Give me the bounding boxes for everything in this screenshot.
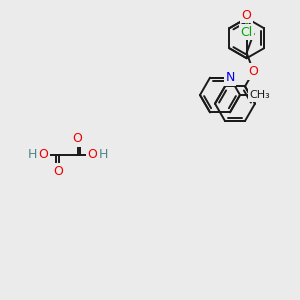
Text: N: N: [225, 71, 235, 84]
Text: O: O: [73, 132, 82, 145]
Text: O: O: [88, 148, 98, 161]
Text: O: O: [242, 9, 252, 22]
Text: O: O: [54, 165, 63, 178]
Text: O: O: [39, 148, 48, 161]
Text: H: H: [28, 148, 37, 161]
Text: H: H: [99, 148, 108, 161]
Text: O: O: [249, 65, 258, 78]
Text: Cl: Cl: [241, 26, 253, 39]
Text: CH₃: CH₃: [250, 90, 270, 100]
